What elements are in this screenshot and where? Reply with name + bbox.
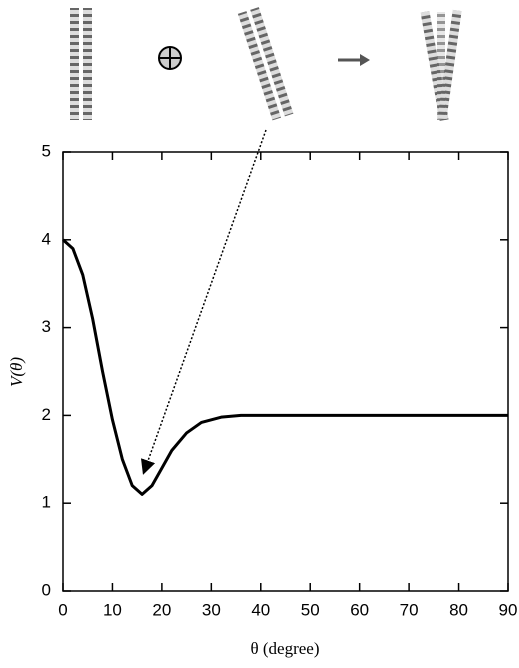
y-tick-label: 5 — [42, 141, 51, 160]
x-tick-label: 70 — [400, 600, 419, 619]
y-tick-label: 3 — [42, 317, 51, 336]
x-tick-label: 90 — [499, 600, 518, 619]
x-tick-label: 60 — [350, 600, 369, 619]
x-tick-label: 40 — [251, 600, 270, 619]
y-tick-label: 2 — [42, 405, 51, 424]
x-tick-label: 0 — [58, 600, 67, 619]
x-tick-label: 50 — [301, 600, 320, 619]
x-tick-label: 10 — [103, 600, 122, 619]
x-axis-label: θ (degree) — [250, 639, 319, 658]
illustration — [70, 7, 462, 121]
y-tick-label: 4 — [42, 229, 51, 248]
annotation-arrow — [140, 129, 267, 475]
y-tick-label: 0 — [42, 580, 51, 599]
x-tick-label: 80 — [449, 600, 468, 619]
x-tick-label: 20 — [152, 600, 171, 619]
plot-frame — [62, 151, 509, 592]
data-line — [62, 238, 508, 496]
x-tick-label: 30 — [202, 600, 221, 619]
y-tick-label: 1 — [42, 493, 51, 512]
y-axis-label: V(θ) — [7, 357, 26, 387]
